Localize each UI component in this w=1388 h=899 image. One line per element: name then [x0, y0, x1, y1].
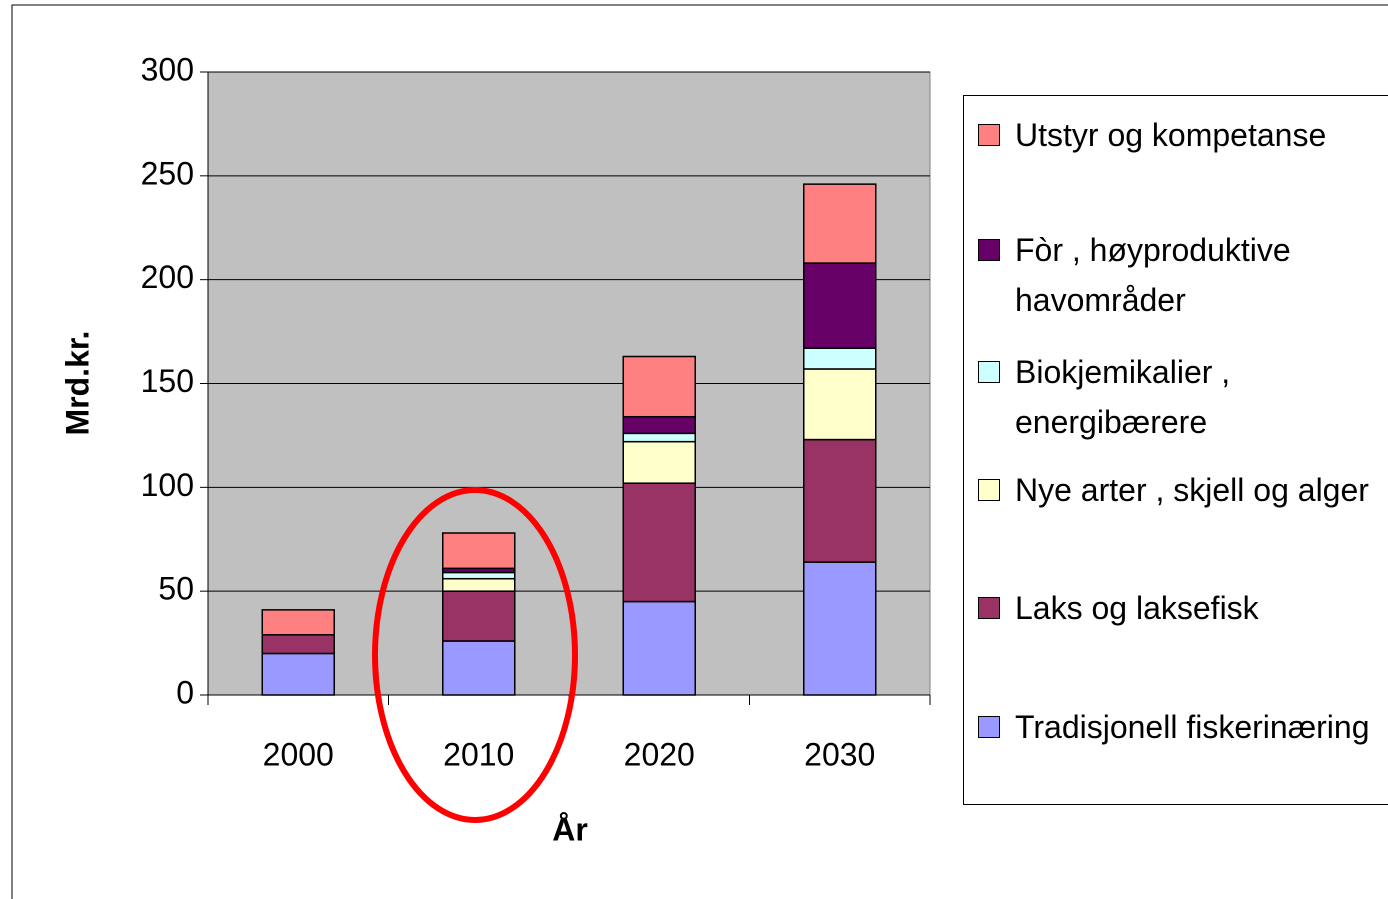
legend-label: Nye arter , skjell og alger: [1015, 472, 1369, 508]
x-tick-label: 2020: [624, 736, 695, 772]
legend: [963, 95, 1388, 805]
legend-label: Fòr , høyproduktive havområder: [1015, 232, 1291, 318]
bar-segment: [622, 432, 696, 443]
y-tick-label: 50: [158, 571, 194, 607]
y-tick-label: 300: [141, 51, 194, 87]
bar-segment: [442, 577, 516, 592]
y-tick-label: 0: [176, 674, 194, 710]
bar-segment: [442, 640, 516, 696]
chart-frame: [11, 4, 1388, 899]
highlight-ellipse: [372, 487, 578, 823]
y-tick-label: 100: [141, 467, 194, 503]
bar-segment: [803, 438, 877, 563]
bar-segment: [803, 561, 877, 696]
x-axis-label: År: [552, 811, 588, 847]
bar-segment: [442, 571, 516, 580]
bar-segment: [622, 440, 696, 484]
y-tick-label: 200: [141, 259, 194, 295]
legend-swatch: [978, 597, 1000, 619]
bar-segment: [803, 368, 877, 441]
legend-label: Biokjemikalier , energibærere: [1015, 354, 1231, 440]
legend-label: Utstyr og kompetanse: [1015, 117, 1327, 153]
bar-segment: [261, 652, 335, 696]
legend-swatch: [978, 716, 1000, 738]
x-tick-label: 2010: [443, 736, 514, 772]
y-axis-label: Mrd.kr.: [59, 331, 95, 436]
bar-segment: [622, 600, 696, 696]
legend-swatch: [978, 479, 1000, 501]
bar-segment: [622, 355, 696, 418]
legend-label: Tradisjonell fiskerinæring: [1015, 709, 1370, 745]
bar-segment: [261, 634, 335, 655]
legend-swatch: [978, 361, 1000, 383]
bar-segment: [803, 183, 877, 264]
bar-segment: [803, 262, 877, 349]
y-tick-label: 150: [141, 363, 194, 399]
bar-segment: [803, 347, 877, 370]
bar-segment: [622, 415, 696, 435]
x-tick-label: 2000: [263, 736, 334, 772]
legend-label: Laks og laksefisk: [1015, 590, 1259, 626]
legend-swatch: [978, 124, 1000, 146]
bar-segment: [261, 609, 335, 636]
bar-segment: [442, 590, 516, 642]
bar-segment: [442, 532, 516, 570]
y-tick-label: 250: [141, 155, 194, 191]
x-tick-label: 2030: [804, 736, 875, 772]
bar-segment: [622, 482, 696, 603]
legend-swatch: [978, 239, 1000, 261]
